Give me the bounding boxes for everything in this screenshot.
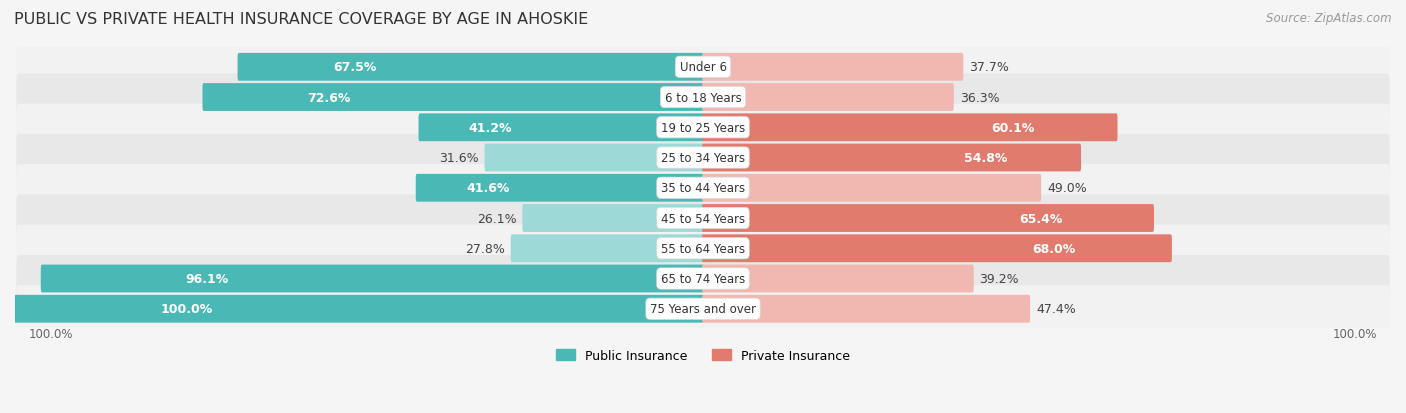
FancyBboxPatch shape [419,114,704,142]
Text: Under 6: Under 6 [679,61,727,74]
Text: Source: ZipAtlas.com: Source: ZipAtlas.com [1267,12,1392,25]
Legend: Public Insurance, Private Insurance: Public Insurance, Private Insurance [551,344,855,367]
Text: 55 to 64 Years: 55 to 64 Years [661,242,745,255]
Text: PUBLIC VS PRIVATE HEALTH INSURANCE COVERAGE BY AGE IN AHOSKIE: PUBLIC VS PRIVATE HEALTH INSURANCE COVER… [14,12,588,27]
Text: 49.0%: 49.0% [1047,182,1087,195]
FancyBboxPatch shape [702,144,1081,172]
FancyBboxPatch shape [702,235,1171,263]
Text: 47.4%: 47.4% [1036,302,1076,316]
FancyBboxPatch shape [702,265,974,293]
Text: 100.0%: 100.0% [28,328,73,341]
FancyBboxPatch shape [202,84,704,112]
FancyBboxPatch shape [17,285,1389,332]
FancyBboxPatch shape [523,204,704,233]
FancyBboxPatch shape [702,295,1031,323]
Text: 96.1%: 96.1% [186,272,229,285]
Text: 72.6%: 72.6% [307,91,350,104]
FancyBboxPatch shape [702,174,1042,202]
Text: 25 to 34 Years: 25 to 34 Years [661,152,745,165]
FancyBboxPatch shape [17,195,1389,242]
Text: 45 to 54 Years: 45 to 54 Years [661,212,745,225]
FancyBboxPatch shape [17,74,1389,121]
Text: 26.1%: 26.1% [477,212,516,225]
Text: 41.6%: 41.6% [467,182,510,195]
FancyBboxPatch shape [485,144,704,172]
Text: 39.2%: 39.2% [980,272,1019,285]
FancyBboxPatch shape [17,165,1389,212]
FancyBboxPatch shape [702,54,963,81]
Text: 31.6%: 31.6% [439,152,478,165]
FancyBboxPatch shape [702,114,1118,142]
Text: 65 to 74 Years: 65 to 74 Years [661,272,745,285]
FancyBboxPatch shape [238,54,704,81]
FancyBboxPatch shape [510,235,704,263]
FancyBboxPatch shape [416,174,704,202]
FancyBboxPatch shape [17,104,1389,152]
Text: 6 to 18 Years: 6 to 18 Years [665,91,741,104]
Text: 54.8%: 54.8% [965,152,1008,165]
Text: 75 Years and over: 75 Years and over [650,302,756,316]
Text: 60.1%: 60.1% [991,121,1035,135]
Text: 41.2%: 41.2% [468,121,512,135]
Text: 35 to 44 Years: 35 to 44 Years [661,182,745,195]
Text: 65.4%: 65.4% [1019,212,1062,225]
FancyBboxPatch shape [17,135,1389,182]
FancyBboxPatch shape [702,84,953,112]
Text: 67.5%: 67.5% [333,61,377,74]
Text: 37.7%: 37.7% [969,61,1010,74]
Text: 36.3%: 36.3% [960,91,1000,104]
FancyBboxPatch shape [17,225,1389,272]
FancyBboxPatch shape [702,204,1154,233]
Text: 27.8%: 27.8% [465,242,505,255]
Text: 19 to 25 Years: 19 to 25 Years [661,121,745,135]
FancyBboxPatch shape [17,44,1389,91]
Text: 100.0%: 100.0% [160,302,214,316]
FancyBboxPatch shape [17,255,1389,302]
FancyBboxPatch shape [41,265,704,293]
Text: 100.0%: 100.0% [1333,328,1378,341]
FancyBboxPatch shape [14,295,704,323]
Text: 68.0%: 68.0% [1032,242,1076,255]
